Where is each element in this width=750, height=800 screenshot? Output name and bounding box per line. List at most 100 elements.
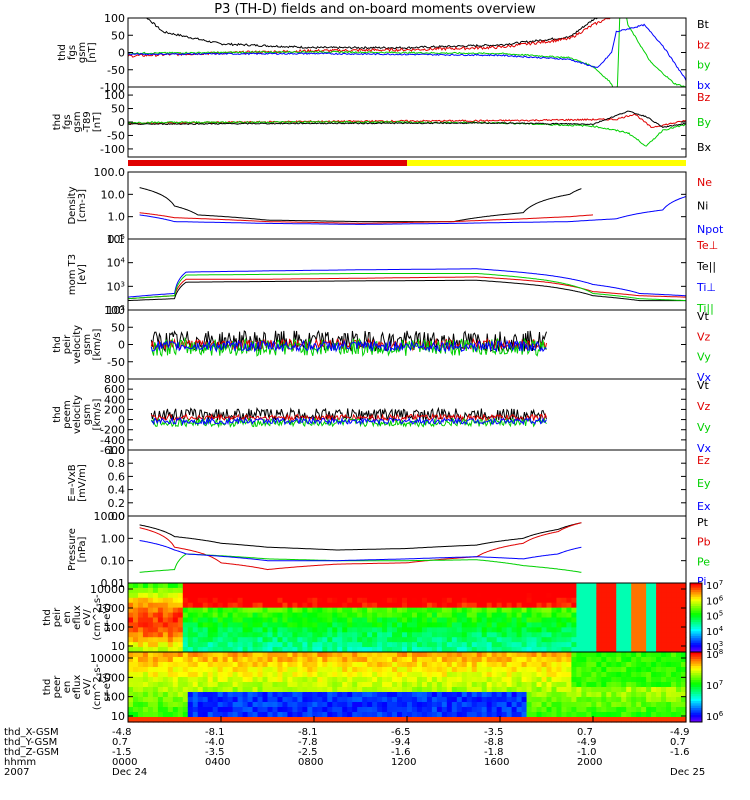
spectrogram-cell — [292, 627, 298, 633]
spectrogram-cell — [292, 642, 298, 648]
spectrogram-cell — [297, 692, 303, 698]
spectrogram-cell — [461, 712, 468, 718]
spectrogram-cell — [571, 652, 577, 658]
spectrogram-cell — [327, 592, 333, 599]
spectrogram-cell — [327, 667, 333, 673]
spectrogram-cell — [367, 647, 373, 653]
spectrogram-cell — [402, 702, 408, 708]
spectrogram-cell — [187, 662, 194, 668]
spectrogram-cell — [656, 602, 662, 609]
x-axis-value: -4.0 — [205, 737, 225, 748]
spectrogram-cell — [237, 672, 244, 678]
spectrogram-cell — [352, 712, 358, 718]
spectrogram-cell — [531, 682, 538, 688]
spectrogram-cell — [162, 657, 169, 663]
spectrogram-cell — [576, 652, 582, 658]
spectrogram-cell — [526, 697, 533, 703]
spectrogram-cell — [167, 662, 174, 668]
spectrogram-cell — [128, 707, 134, 713]
spectrogram-cell — [586, 657, 592, 663]
spectrogram-cell — [651, 587, 657, 594]
spectrogram-cell — [426, 717, 433, 723]
spectrogram-cell — [187, 622, 194, 628]
spectrogram-cell — [676, 707, 682, 713]
spectrogram-cell — [192, 627, 199, 633]
spectrogram-cell — [451, 597, 458, 604]
spectrogram-cell — [382, 662, 388, 668]
spectrogram-cell — [511, 702, 518, 708]
x-axis-value: 1200 — [391, 757, 416, 768]
spectrogram-cell — [661, 647, 667, 653]
spectrogram-cell — [357, 583, 363, 589]
spectrogram-cell — [661, 607, 667, 614]
colorbar-cell — [690, 635, 702, 639]
spectrogram-cell — [501, 627, 508, 633]
spectrogram-cell — [247, 687, 254, 693]
spectrogram-cell — [461, 657, 468, 663]
y-axis-label: eflux — [72, 605, 83, 630]
spectrogram-cell — [222, 647, 229, 653]
spectrogram-cell — [377, 587, 383, 594]
spectrogram-cell — [347, 647, 353, 653]
spectrogram-cell — [671, 637, 677, 643]
spectrogram-cell — [636, 667, 642, 673]
spectrogram-cell — [352, 672, 358, 678]
spectrogram-cell — [651, 687, 657, 693]
spectrogram-cell — [147, 607, 154, 614]
spectrogram-cell — [501, 697, 508, 703]
spectrogram-cell — [656, 617, 662, 624]
spectrogram-cell — [536, 583, 543, 589]
spectrogram-cell — [152, 652, 159, 658]
spectrogram-cell — [436, 667, 443, 673]
spectrogram-cell — [676, 642, 682, 648]
spectrogram-cell — [312, 647, 318, 653]
spectrogram-cell — [392, 642, 398, 648]
spectrogram-cell — [297, 697, 303, 703]
spectrogram-cell — [446, 622, 453, 628]
spectrogram-cell — [177, 622, 184, 628]
spectrogram-cell — [382, 702, 388, 708]
spectrogram-cell — [327, 627, 333, 633]
spectrogram-cell — [596, 697, 602, 703]
spectrogram-cell — [357, 587, 363, 594]
spectrogram-cell — [357, 632, 363, 638]
spectrogram-cell — [397, 587, 403, 594]
spectrogram-cell — [681, 697, 687, 703]
spectrogram-cell — [586, 612, 592, 619]
colorbar-cell — [690, 656, 702, 660]
spectrogram-cell — [511, 632, 518, 638]
spectrogram-cell — [631, 627, 637, 633]
spectrogram-cell — [332, 622, 338, 628]
spectrogram-cell — [202, 707, 209, 713]
spectrogram-cell — [436, 682, 443, 688]
slow-survey-segment — [407, 160, 686, 166]
spectrogram-cell — [237, 662, 244, 668]
spectrogram-cell — [436, 707, 443, 713]
spectrogram-cell — [297, 617, 303, 624]
colorbar-cell — [690, 703, 702, 707]
spectrogram-cell — [282, 583, 289, 589]
spectrogram-cell — [496, 702, 503, 708]
spectrogram-cell — [157, 677, 164, 683]
spectrogram-cell — [287, 612, 294, 619]
spectrogram-cell — [446, 667, 453, 673]
spectrogram-cell — [566, 697, 573, 703]
spectrogram-cell — [332, 592, 338, 599]
spectrogram-cell — [521, 602, 528, 609]
spectrogram-cell — [222, 707, 229, 713]
spectrogram-cell — [212, 583, 219, 589]
spectrogram-cell — [456, 717, 463, 723]
spectrogram-cell — [611, 622, 617, 628]
spectrogram-cell — [232, 627, 239, 633]
spectrogram-cell — [441, 647, 448, 653]
spectrogram-cell — [397, 622, 403, 628]
fgs_t89-series — [128, 110, 686, 147]
spectrogram-cell — [322, 662, 328, 668]
spectrogram-cell — [611, 672, 617, 678]
spectrogram-cell — [491, 622, 498, 628]
spectrogram-cell — [242, 607, 249, 614]
spectrogram-cell — [267, 682, 274, 688]
spectrogram-cell — [192, 622, 199, 628]
spectrogram-cell — [411, 612, 418, 619]
spectrogram-cell — [586, 602, 592, 609]
